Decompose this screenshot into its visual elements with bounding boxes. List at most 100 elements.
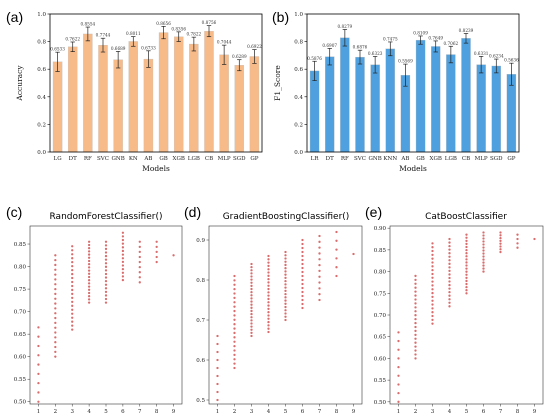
data-label: 0.8554: [81, 22, 96, 27]
data-point: [465, 242, 468, 246]
y-tick-label: 0.8: [196, 278, 205, 284]
data-point: [397, 400, 400, 403]
data-point: [301, 238, 304, 242]
x-tick-label: LG: [54, 156, 62, 162]
data-point: [121, 242, 125, 245]
data-point: [54, 350, 57, 354]
data-label: 0.6922: [247, 44, 262, 49]
data-point: [54, 312, 57, 315]
x-tick-label: AB: [143, 156, 152, 162]
data-point: [431, 253, 434, 256]
x-tick-label: MLP: [218, 156, 231, 162]
data-point: [250, 319, 253, 322]
data-label: 0.6733: [141, 45, 156, 50]
data-point: [284, 315, 287, 318]
data-point: [448, 294, 451, 297]
data-point: [448, 244, 451, 248]
data-point: [499, 239, 502, 243]
data-point: [87, 291, 91, 295]
data-point: [104, 276, 108, 279]
y-tick-label: 0.4: [294, 95, 303, 101]
data-point: [87, 240, 91, 243]
data-point: [431, 242, 434, 245]
x-tick-label: 5: [104, 409, 108, 415]
data-point: [216, 358, 219, 362]
y-axis-label: Accuracy: [15, 65, 24, 102]
data-point: [71, 308, 74, 311]
y-tick-label: 0.60: [374, 356, 387, 362]
data-point: [465, 252, 468, 255]
data-point: [54, 345, 57, 349]
data-point: [216, 342, 219, 346]
data-point: [301, 262, 304, 266]
data-point: [284, 267, 287, 270]
data-point: [250, 278, 253, 281]
data-point: [301, 258, 304, 262]
data-point: [104, 269, 108, 272]
data-point: [172, 254, 175, 257]
chart-title: CatBoostClassifier: [425, 212, 507, 222]
data-point: [54, 273, 57, 276]
data-point: [448, 259, 451, 262]
data-point: [414, 286, 417, 289]
data-point: [499, 236, 502, 240]
data-point: [482, 231, 485, 234]
data-point: [138, 260, 141, 264]
x-tick-label: 4: [87, 409, 91, 415]
data-point: [87, 301, 91, 304]
data-label: 0.5569: [398, 59, 413, 64]
data-point: [87, 272, 91, 275]
data-point: [233, 309, 236, 313]
data-point: [448, 276, 451, 280]
data-point: [335, 239, 338, 242]
x-tick-label: GB: [416, 156, 424, 162]
data-point: [465, 245, 468, 249]
y-tick-label: 0.6: [37, 67, 46, 73]
data-point: [448, 237, 451, 241]
data-point: [482, 240, 485, 243]
data-point: [233, 344, 236, 348]
y-tick-label: 0.65: [14, 332, 27, 338]
panel-a-accuracy-bar-chart: (a) 0.0 0.2 0.4 0.6 0.8 1.0 0.6533 LG 0.7622 DT 0.8…: [6, 9, 263, 173]
data-point: [414, 306, 417, 309]
data-label: 0.6689: [111, 46, 126, 51]
bar-cb: [204, 31, 214, 153]
data-point: [71, 304, 74, 307]
data-point: [216, 350, 219, 354]
data-point: [71, 257, 74, 260]
data-point: [71, 296, 74, 300]
x-tick-label: XGB: [173, 156, 185, 162]
data-point: [431, 284, 434, 287]
data-point: [233, 336, 236, 339]
x-tick-label: 3: [70, 409, 74, 415]
data-point: [414, 298, 417, 301]
data-point: [431, 299, 434, 302]
data-point: [431, 318, 434, 322]
x-tick-label: LGB: [188, 156, 200, 162]
data-point: [284, 309, 287, 312]
bar-mlp: [219, 54, 229, 153]
x-tick-label: 1: [397, 409, 401, 415]
data-point: [87, 250, 91, 253]
data-point: [71, 284, 74, 288]
data-point: [414, 321, 417, 325]
data-label: 0.6876: [353, 45, 368, 50]
data-point: [71, 276, 74, 280]
data-point: [448, 273, 451, 276]
x-tick-label: 7: [318, 409, 322, 415]
data-point: [71, 300, 74, 304]
data-point: [87, 259, 91, 263]
data-point: [267, 324, 270, 327]
data-point: [482, 252, 485, 255]
x-tick-label: 6: [121, 409, 125, 415]
data-point: [267, 320, 270, 324]
data-point: [301, 274, 304, 278]
data-point: [54, 307, 57, 310]
x-tick-label: 2: [414, 409, 418, 415]
x-tick-label: 9: [172, 409, 176, 415]
data-label: 0.7622: [65, 36, 80, 41]
data-point: [54, 316, 57, 320]
data-point: [267, 294, 270, 297]
data-point: [138, 245, 141, 248]
